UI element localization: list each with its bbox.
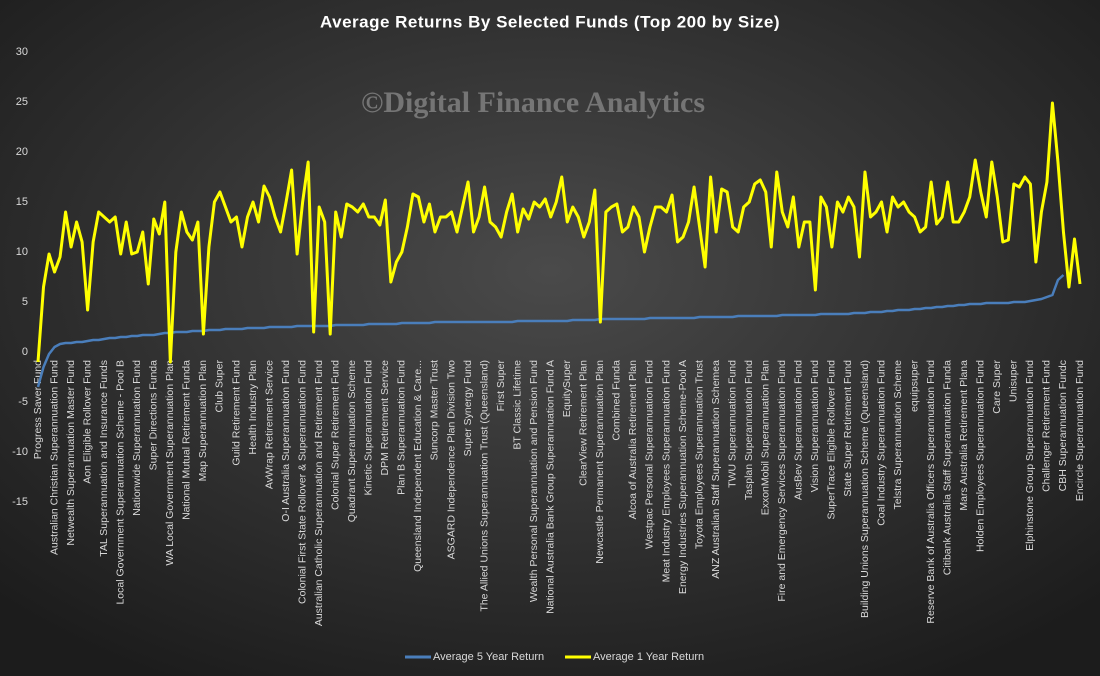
x-tick-label: Super Synergy Fund — [462, 360, 474, 456]
y-tick-label: 0 — [22, 346, 28, 358]
x-tick-label: Encircle Superannuation Fund — [1074, 360, 1086, 501]
x-tick-label: Colonial Super Retirement Fund — [329, 360, 341, 510]
x-tick-label: The Allied Unions Superannuation Trust (… — [478, 360, 490, 612]
x-tick-label: Quadrant Superannuation Scheme — [346, 360, 358, 522]
x-tick-label: Netwealth Superannuation Master Fund — [65, 360, 77, 546]
x-tick-label: Suncorp Master Trust — [429, 360, 441, 460]
chart-title: Average Returns By Selected Funds (Top 2… — [320, 12, 780, 31]
x-tick-label: Telstra Superannuation Scheme — [892, 360, 904, 510]
x-tick-label: Map Superannuation Plan — [197, 360, 209, 482]
x-tick-label: Plan B Superannuation Fund — [396, 360, 408, 495]
y-tick-label: 15 — [16, 196, 28, 208]
x-tick-label: Fire and Emergency Services Superannuati… — [776, 360, 788, 602]
x-tick-label: SuperTrace Eligible Rollover Fund — [826, 360, 838, 520]
x-tick-label: Aon Eligible Rollover Fund — [81, 360, 93, 484]
x-tick-label: WA Local Government Superannuation Plan — [164, 360, 176, 566]
x-tick-label: Health Industry Plan — [247, 360, 259, 455]
x-tick-label: Unisuper — [1008, 360, 1020, 403]
x-tick-label: Citibank Australia Staff Superannuation … — [941, 360, 953, 575]
legend-label: Average 5 Year Return — [433, 651, 544, 663]
x-tick-label: EquitySuper — [561, 359, 573, 417]
x-tick-label: Tasplan Superannuation Fund — [743, 360, 755, 500]
x-tick-label: Meat Industry Employees Superannuation F… — [660, 360, 672, 583]
x-tick-label: TAL Superannuation and Insurance Funds — [98, 360, 110, 557]
y-tick-label: 5 — [22, 296, 28, 308]
x-tick-label: ANZ Australian Staff Superannuation Sche… — [710, 360, 722, 579]
x-tick-label: Toyota Employees Superannuation Trust — [693, 360, 705, 549]
x-tick-label: Super Directions Funda — [148, 360, 160, 470]
x-tick-label: Challenger Retirement Fund — [1041, 360, 1053, 492]
x-tick-label: Alcoa of Australia Retirement Plan — [627, 360, 639, 519]
x-tick-label: National Australia Bank Group Superannua… — [545, 360, 557, 614]
x-tick-label: Coal Industry Superannuation Fund — [875, 360, 887, 526]
legend-label: Average 1 Year Return — [593, 651, 704, 663]
x-tick-label: Wealth Personal Superannuation and Pensi… — [528, 360, 540, 602]
y-tick-label: 25 — [16, 96, 28, 108]
x-tick-label: CBH Superannuation Fundc — [1057, 360, 1069, 491]
x-tick-label: Combined Funda — [611, 360, 623, 441]
x-tick-label: Energy Industries Superannuation Scheme-… — [677, 360, 689, 594]
x-tick-label: AusBev Superannuation Fund — [793, 360, 805, 500]
x-tick-label: Australian Christian Superannuation Fund — [48, 360, 60, 555]
x-tick-label: Nationwide Superannuation Fund — [131, 360, 143, 516]
y-tick-label: 10 — [16, 246, 28, 258]
x-tick-label: equipsuper — [908, 360, 920, 412]
y-tick-label: -10 — [12, 446, 28, 458]
x-tick-label: Queensland Independent Education & Care.… — [412, 360, 424, 572]
x-tick-label: ClearView Retirement Plan — [578, 360, 590, 486]
x-tick-label: BT Classic Lifetime — [511, 360, 523, 450]
x-tick-label: Holden Employees Superannuation Fund — [975, 360, 987, 552]
x-tick-label: ASGARD Independence Plan Division Two — [445, 360, 457, 560]
x-tick-label: First Super — [495, 360, 507, 412]
watermark: ©Digital Finance Analytics — [361, 86, 705, 119]
x-tick-label: Guild Retirement Fund — [230, 360, 242, 466]
x-tick-label: Vision Superannuation Fund — [809, 360, 821, 492]
x-tick-label: Progress Saver Fund — [32, 360, 44, 459]
x-tick-label: DPM Retirement Service — [379, 360, 391, 476]
y-tick-label: -5 — [18, 396, 28, 408]
x-tick-label: TWU Superannuation Fund — [726, 360, 738, 488]
x-tick-label: Care Super — [991, 360, 1003, 414]
y-tick-label: 20 — [16, 146, 28, 158]
x-tick-label: O-I Australia Superannuation Fund — [280, 360, 292, 522]
x-tick-label: Kinetic Superannuation Fund — [363, 360, 375, 496]
x-tick-label: AvWrap Retirement Service — [263, 360, 275, 489]
x-tick-label: Reserve Bank of Australia Officers Super… — [925, 360, 937, 624]
x-tick-label: Australian Catholic Superannuation and R… — [313, 360, 325, 626]
x-tick-label: Local Government Superannuation Scheme -… — [114, 360, 126, 605]
x-tick-label: Westpac Personal Superannuation Fund — [644, 360, 656, 549]
series-line — [36, 101, 1082, 364]
x-tick-label: Newcastle Permanent Superannuation Plan — [594, 360, 606, 564]
x-tick-label: Mars Australia Retirement Plana — [958, 360, 970, 511]
series-line — [36, 274, 1065, 388]
x-tick-label: State Super Retirement Fund — [842, 360, 854, 497]
x-tick-label: Colonial First State Rollover & Superann… — [296, 360, 308, 604]
x-tick-label: National Mutual Retirement Funda — [181, 360, 193, 520]
x-tick-label: ExxonMobil Superannuation Plan — [760, 360, 772, 515]
y-tick-label: 30 — [16, 46, 28, 58]
x-tick-label: Elphinstone Group Superannuation Fund — [1024, 360, 1036, 551]
x-tick-label: Club Super — [214, 359, 226, 412]
x-tick-label: Building Unions Superannuation Scheme (Q… — [859, 360, 871, 618]
y-tick-label: -15 — [12, 496, 28, 508]
